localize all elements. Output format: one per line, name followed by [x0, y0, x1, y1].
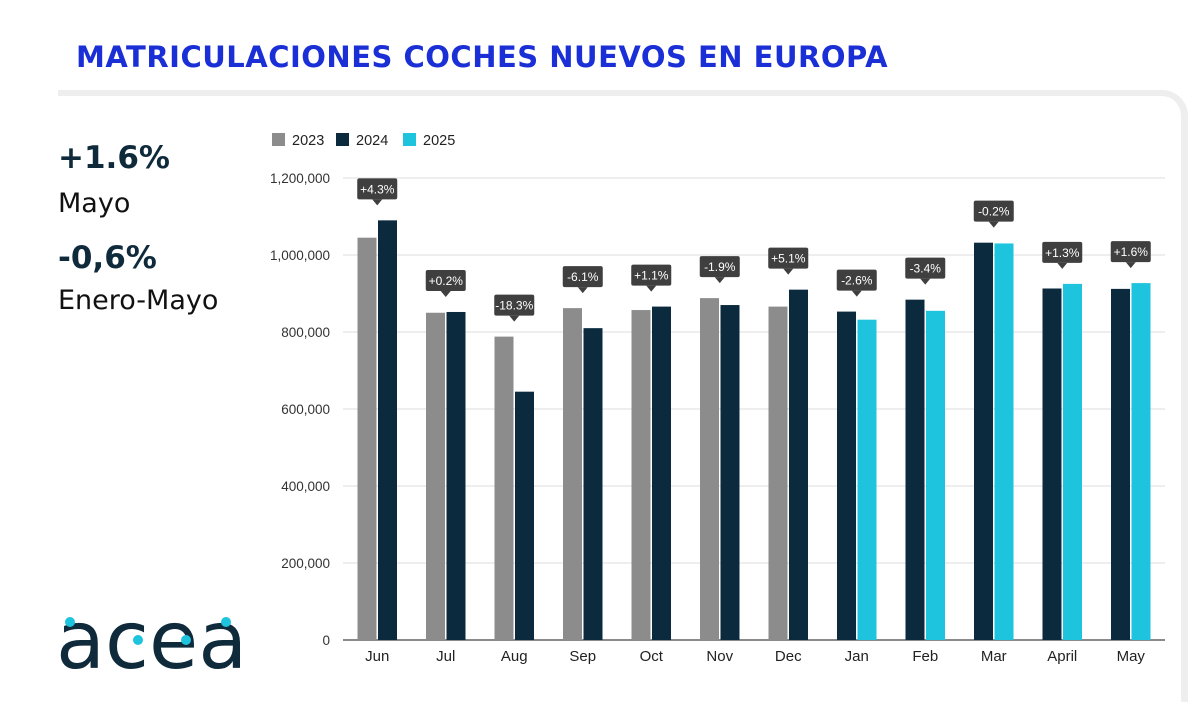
change-label-bg — [973, 200, 1014, 222]
y-tick-label: 800,000 — [281, 325, 330, 340]
bar-mar-2024 — [974, 242, 993, 640]
legend-swatch-2025 — [403, 133, 416, 146]
acea-logo-text: acea — [56, 600, 247, 680]
legend-swatch-2024 — [336, 133, 349, 146]
bar-dec-2023 — [768, 306, 788, 640]
change-label-pointer — [988, 221, 999, 228]
x-tick-label: Oct — [640, 648, 664, 665]
change-label-bg — [905, 257, 946, 279]
x-tick-label: Nov — [706, 648, 733, 665]
change-label-pointer — [714, 277, 725, 284]
change-label-bg — [494, 294, 535, 316]
bar-dec-2024 — [789, 289, 808, 640]
x-tick-label: Jul — [436, 648, 455, 665]
change-label-dec: +5.1% — [771, 252, 806, 266]
acea-logo: acea — [56, 594, 256, 687]
change-label-pointer — [440, 290, 451, 297]
bar-mar-2025 — [994, 243, 1014, 640]
y-tick-label: 400,000 — [281, 479, 330, 494]
bar-feb-2024 — [905, 299, 925, 640]
bar-sep-2023 — [563, 308, 582, 640]
change-label-oct: +1.1% — [634, 269, 669, 283]
chart-panel-frame — [58, 90, 1188, 702]
change-label-bg — [631, 264, 672, 286]
bar-may-2025 — [1131, 283, 1151, 640]
bar-jan-2025 — [857, 319, 877, 640]
logo-dot-3 — [181, 635, 191, 645]
x-tick-label: Jun — [365, 648, 389, 665]
change-label-mar: -0.2% — [978, 205, 1010, 219]
kpi-may-label: Mayo — [58, 188, 131, 219]
kpi-ytd-value: -0,6% — [58, 240, 157, 276]
change-label-april: +1.3% — [1045, 246, 1080, 260]
change-label-pointer — [920, 278, 931, 285]
x-tick-label: Feb — [912, 648, 938, 665]
x-tick-label: Jan — [845, 648, 869, 665]
change-label-pointer — [509, 315, 520, 322]
legend-label-2024: 2024 — [356, 133, 388, 149]
y-tick-label: 1,200,000 — [270, 171, 330, 186]
bar-feb-2025 — [926, 310, 945, 640]
bar-jun-2023 — [357, 237, 377, 641]
y-tick-label: 600,000 — [281, 402, 330, 417]
change-label-may: +1.6% — [1114, 245, 1149, 259]
change-label-bg — [1042, 241, 1083, 263]
change-label-bg — [425, 269, 466, 291]
kpi-may-value: +1.6% — [58, 140, 170, 176]
logo-dot-2 — [133, 635, 143, 645]
x-tick-label: May — [1117, 648, 1146, 665]
change-label-jun: +4.3% — [360, 182, 395, 196]
bar-aug-2024 — [515, 391, 534, 640]
page-title: MATRICULACIONES COCHES NUEVOS EN EUROPA — [76, 40, 889, 74]
change-label-pointer — [851, 290, 862, 297]
change-label-bg — [836, 269, 877, 291]
bar-oct-2023 — [631, 310, 651, 640]
change-label-bg — [768, 247, 809, 269]
change-label-pointer — [577, 287, 588, 294]
legend-label-2025: 2025 — [423, 133, 455, 149]
x-tick-label: Mar — [981, 648, 1007, 665]
logo-dot-4 — [221, 617, 231, 627]
x-tick-label: April — [1047, 648, 1077, 665]
kpi-ytd-label: Enero-Mayo — [58, 285, 219, 316]
bar-nov-2024 — [720, 305, 740, 640]
change-label-nov: -1.9% — [704, 260, 736, 274]
change-label-sep: -6.1% — [567, 270, 599, 284]
bar-nov-2023 — [700, 298, 719, 640]
bar-oct-2024 — [652, 306, 671, 640]
bar-jan-2024 — [837, 311, 856, 640]
change-label-pointer — [1125, 262, 1136, 269]
bar-jul-2024 — [446, 311, 466, 640]
change-label-pointer — [783, 268, 794, 275]
x-tick-label: Aug — [501, 648, 528, 665]
bar-april-2024 — [1042, 288, 1062, 640]
change-label-pointer — [1057, 262, 1068, 269]
change-label-bg — [699, 256, 740, 278]
y-tick-label: 0 — [322, 633, 330, 648]
change-label-pointer — [646, 285, 657, 292]
bar-jul-2023 — [426, 312, 445, 640]
legend-swatch-2023 — [272, 133, 285, 146]
x-tick-label: Dec — [775, 648, 802, 665]
bar-jun-2024 — [378, 220, 397, 640]
y-tick-label: 1,000,000 — [270, 248, 330, 263]
bar-april-2025 — [1063, 283, 1082, 640]
bar-may-2024 — [1111, 288, 1130, 640]
legend-label-2023: 2023 — [292, 133, 324, 149]
y-tick-label: 200,000 — [281, 556, 330, 571]
bar-aug-2023 — [494, 336, 514, 640]
change-label-bg — [357, 178, 398, 200]
bar-sep-2024 — [583, 328, 603, 640]
change-label-pointer — [372, 199, 383, 206]
change-label-jan: -2.6% — [841, 274, 873, 288]
change-label-jul: +0.2% — [429, 274, 464, 288]
change-label-bg — [562, 266, 603, 288]
change-label-aug: -18.3% — [495, 299, 533, 313]
logo-dot-1 — [65, 617, 75, 627]
change-label-bg — [1110, 241, 1151, 263]
x-tick-label: Sep — [569, 648, 596, 665]
change-label-feb: -3.4% — [910, 262, 942, 276]
